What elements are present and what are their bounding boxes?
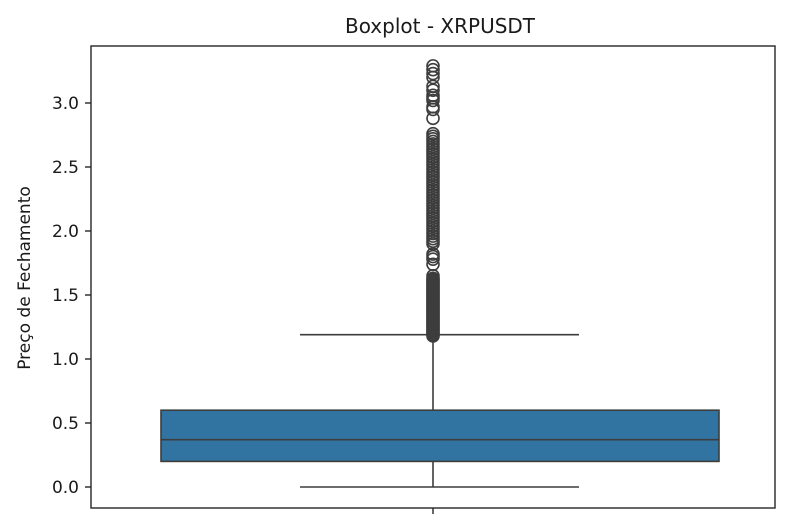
- chart-title: Boxplot - XRPUSDT: [345, 14, 536, 38]
- outlier-point: [426, 66, 440, 81]
- outlier-point: [426, 126, 440, 141]
- outlier-point: [426, 62, 440, 77]
- outlier-points: [426, 59, 440, 343]
- interquartile-box: [160, 409, 720, 463]
- y-tick-label: 2.5: [52, 158, 79, 178]
- box-plot: [160, 333, 720, 488]
- y-tick-label: 2.0: [52, 222, 79, 242]
- y-tick-label: 0.0: [52, 478, 79, 498]
- outlier-point: [426, 88, 440, 103]
- y-axis-label: Preço de Fechamento: [15, 186, 35, 370]
- outlier-point: [426, 59, 440, 73]
- y-axis-ticks: 0.0 0.5 1.0 1.5 2.0 2.5 3.0: [52, 94, 91, 498]
- y-tick-label: 1.5: [52, 286, 79, 306]
- y-tick-label: 0.5: [52, 414, 79, 434]
- y-tick-label: 3.0: [52, 94, 79, 114]
- outlier-point: [426, 79, 440, 94]
- outlier-point: [426, 257, 440, 272]
- plot-area-frame: [90, 45, 776, 509]
- y-tick-label: 1.0: [52, 350, 79, 370]
